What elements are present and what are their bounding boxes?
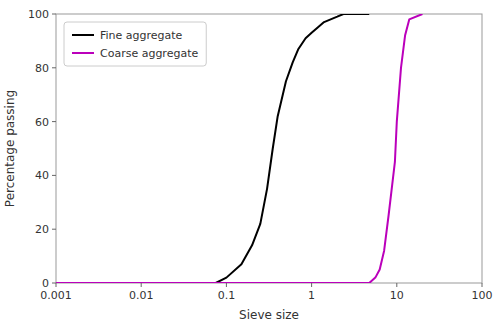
- x-tick: [482, 283, 483, 287]
- plot-frame: [56, 14, 482, 283]
- x-tick-label: 0.001: [40, 289, 72, 302]
- legend-swatch: [72, 52, 94, 54]
- x-tick: [396, 283, 397, 287]
- x-tick: [141, 283, 142, 287]
- x-tick-label: 0.01: [129, 289, 154, 302]
- y-axis-label: Percentage passing: [3, 90, 17, 207]
- y-tick: [52, 229, 56, 230]
- y-tick: [52, 67, 56, 68]
- y-tick: [52, 14, 56, 15]
- legend-box: [64, 22, 206, 66]
- y-tick: [52, 121, 56, 122]
- x-tick-label: 0.1: [218, 289, 236, 302]
- axes: 0.001 0.01 0.1 1 10 100 0 20 40 60 80 100: [28, 8, 493, 302]
- plot-area: [56, 14, 422, 283]
- y-tick-label: 40: [35, 169, 49, 182]
- y-tick-label: 100: [28, 8, 49, 21]
- legend-swatch: [72, 34, 94, 36]
- y-tick: [52, 175, 56, 176]
- x-tick: [311, 283, 312, 287]
- legend: Fine aggregate Coarse aggregate: [64, 22, 206, 66]
- series-line: [56, 14, 422, 283]
- chart: 0.001 0.01 0.1 1 10 100 0 20 40 60 80 100 Sieve size…: [0, 0, 500, 327]
- y-tick-label: 0: [42, 277, 49, 290]
- series-line: [56, 14, 369, 283]
- x-tick-label: 1: [308, 289, 315, 302]
- x-tick: [56, 283, 57, 287]
- y-tick: [52, 283, 56, 284]
- x-tick: [226, 283, 227, 287]
- y-tick-label: 80: [35, 62, 49, 75]
- y-tick-label: 60: [35, 116, 49, 129]
- legend-label: Coarse aggregate: [100, 47, 198, 60]
- x-tick-label: 10: [390, 289, 404, 302]
- x-tick-label: 100: [472, 289, 493, 302]
- y-tick-label: 20: [35, 223, 49, 236]
- legend-label: Fine aggregate: [100, 29, 183, 42]
- x-axis-label: Sieve size: [239, 308, 299, 322]
